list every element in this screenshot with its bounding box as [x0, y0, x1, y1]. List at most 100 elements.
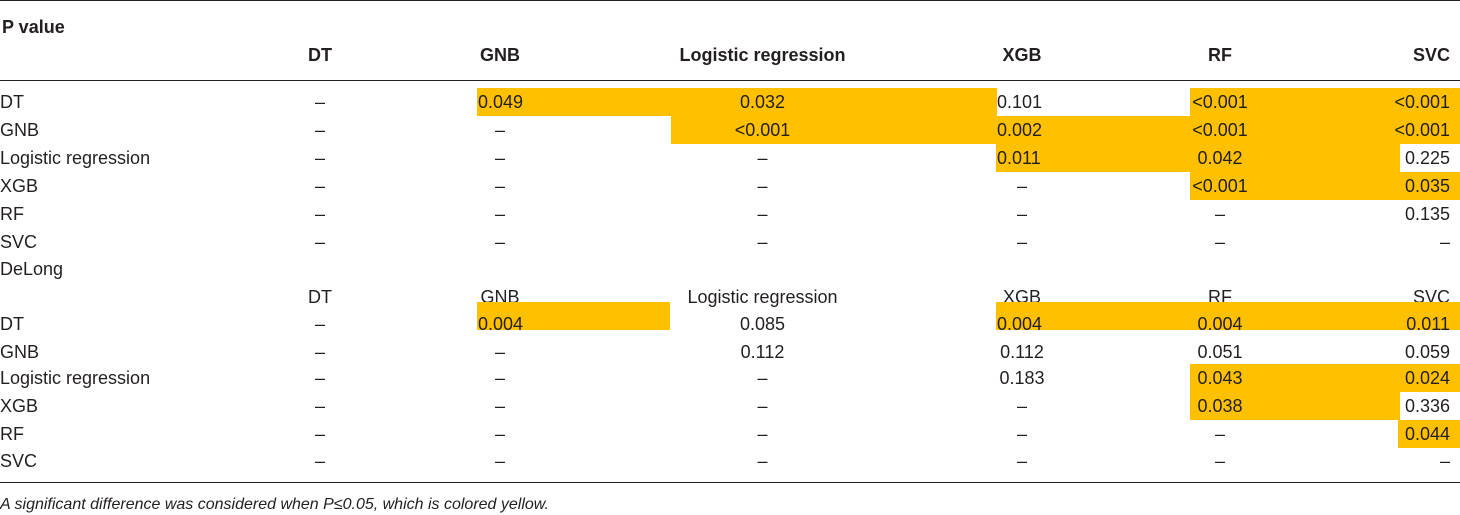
cell: – — [494, 368, 505, 388]
cell: – — [757, 451, 768, 471]
cell: 0.011 — [1406, 314, 1450, 334]
header-logistic-regression: Logistic regression — [687, 287, 838, 307]
cell: – — [1016, 424, 1027, 444]
delong-row-logistic-regression: Logistic regression – – – 0.183 0.043 0.… — [0, 364, 1460, 392]
highlight — [996, 302, 1460, 330]
cell: 0.112 — [740, 342, 785, 362]
cell: – — [494, 232, 505, 252]
pvalue-row-gnb: GNB – – <0.001 0.002 <0.001 <0.001 — [0, 116, 1460, 144]
pvalue-row-dt: DT – 0.049 0.032 0.101 <0.001 <0.001 — [0, 88, 1460, 116]
cell: – — [314, 368, 325, 388]
cell: – — [314, 314, 325, 334]
cell: – — [494, 176, 505, 196]
cell: 0.135 — [1404, 204, 1450, 224]
row-label: XGB — [0, 176, 39, 196]
header-rule — [0, 80, 1460, 81]
cell: 0.035 — [1404, 176, 1450, 196]
table-title: P value — [2, 17, 65, 37]
row-label: DT — [0, 314, 24, 334]
row-label: GNB — [0, 120, 40, 140]
delong-section-label: DeLong — [0, 259, 64, 279]
pvalue-row-xgb: XGB – – – – <0.001 0.035 — [0, 172, 1460, 200]
highlight — [1190, 172, 1460, 200]
delong-row-rf: RF – – – – – 0.044 — [0, 420, 1460, 448]
cell: 0.011 — [997, 148, 1041, 168]
cell: – — [314, 342, 325, 362]
cell: 0.336 — [1404, 396, 1450, 416]
cell: – — [757, 176, 768, 196]
cell: – — [757, 232, 768, 252]
delong-row-svc: SVC – – – – – – — [0, 447, 1460, 475]
pvalue-row-svc: SVC – – – – – – — [0, 228, 1460, 256]
cell: 0.002 — [997, 120, 1043, 140]
highlight — [996, 144, 1400, 172]
cell: – — [1016, 396, 1027, 416]
cell: – — [757, 396, 768, 416]
highlight — [671, 116, 1460, 144]
cell: – — [1016, 176, 1027, 196]
cell: – — [314, 148, 325, 168]
cell: 0.044 — [1404, 424, 1450, 444]
pvalue-header-row: DT GNB Logistic regression XGB RF SVC — [0, 41, 1460, 69]
cell: 0.042 — [1197, 148, 1243, 168]
cell: – — [757, 368, 768, 388]
cell: 0.043 — [1197, 368, 1243, 388]
row-label: RF — [0, 204, 24, 224]
header-logistic-regression: Logistic regression — [679, 45, 846, 65]
top-rule — [0, 0, 1460, 1]
cell: – — [1214, 204, 1225, 224]
cell: – — [494, 342, 505, 362]
highlight — [1190, 364, 1460, 392]
cell: 0.004 — [997, 314, 1043, 334]
cell: 0.101 — [997, 92, 1043, 112]
bottom-rule — [0, 482, 1460, 483]
delong-row-xgb: XGB – – – – 0.038 0.336 — [0, 392, 1460, 420]
cell: <0.001 — [1192, 176, 1248, 196]
cell: – — [1214, 232, 1225, 252]
cell: – — [314, 176, 325, 196]
cell: 0.112 — [1000, 342, 1044, 362]
row-label: GNB — [0, 342, 40, 362]
highlight — [477, 88, 997, 116]
highlight — [1190, 392, 1400, 420]
cell: – — [314, 396, 325, 416]
cell: 0.225 — [1404, 148, 1450, 168]
cell: – — [494, 396, 505, 416]
cell: – — [314, 92, 325, 112]
highlight — [477, 302, 670, 330]
row-label: SVC — [0, 232, 38, 252]
cell: – — [494, 148, 505, 168]
cell: – — [757, 424, 768, 444]
cell: – — [1439, 232, 1450, 252]
cell: 0.032 — [739, 92, 786, 112]
cell: 0.049 — [478, 92, 524, 112]
cell: – — [1214, 424, 1225, 444]
row-label: DT — [0, 92, 24, 112]
cell: – — [494, 424, 505, 444]
cell: <0.001 — [1394, 120, 1450, 140]
highlight — [1398, 420, 1460, 448]
cell: – — [1016, 204, 1027, 224]
row-label: Logistic regression — [0, 368, 151, 388]
footnote: A significant difference was considered … — [0, 496, 549, 513]
cell: – — [757, 148, 768, 168]
cell: – — [757, 204, 768, 224]
pvalue-row-rf: RF – – – – – 0.135 — [0, 200, 1460, 228]
cell: – — [1439, 451, 1450, 471]
cell: <0.001 — [1394, 92, 1450, 112]
cell: 0.004 — [478, 314, 524, 334]
cell: – — [314, 204, 325, 224]
cell: – — [1016, 232, 1027, 252]
cell: <0.001 — [1192, 92, 1248, 112]
cell: – — [314, 451, 325, 471]
cell: – — [1214, 451, 1225, 471]
cell: – — [1016, 451, 1027, 471]
header-dt: DT — [308, 287, 332, 307]
cell: – — [314, 424, 325, 444]
pvalue-row-logistic-regression: Logistic regression – – – 0.011 0.042 0.… — [0, 144, 1460, 172]
cell: – — [314, 120, 325, 140]
cell: – — [494, 120, 505, 140]
cell: – — [494, 451, 505, 471]
row-label: Logistic regression — [0, 148, 151, 168]
header-svc: SVC — [1412, 45, 1450, 65]
